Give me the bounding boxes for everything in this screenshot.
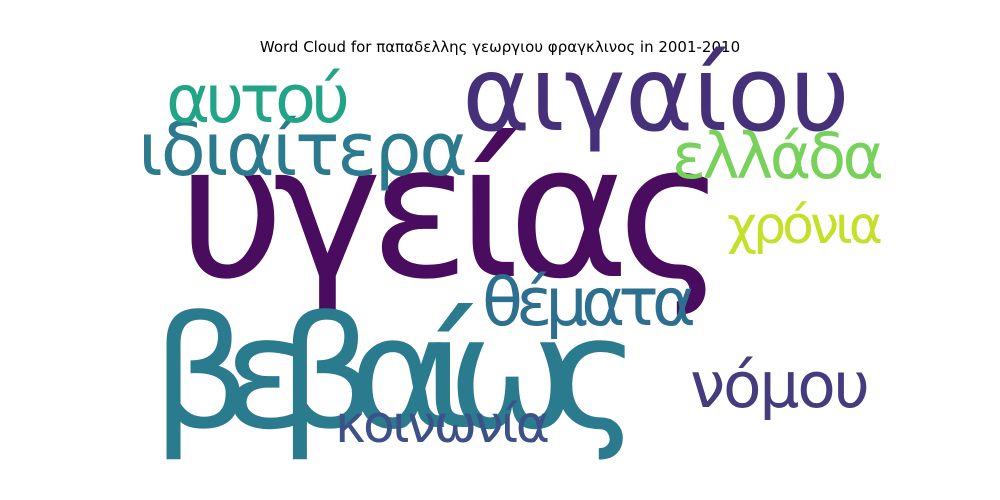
word-5: αυτού xyxy=(166,60,350,138)
word-9: χρόνια xyxy=(727,196,883,256)
word-6: θέματα xyxy=(482,263,696,341)
word-1: υγείας xyxy=(178,104,726,320)
word-4: ιδιαίτερα xyxy=(138,107,468,193)
word-2: βεβαίως xyxy=(152,283,640,464)
word-8: νόμου xyxy=(690,349,870,422)
word-10: κοινωνία xyxy=(335,395,550,455)
chart-title: Word Cloud for παπαδελλης γεωργιου φραγκ… xyxy=(259,38,741,56)
word-3: αιγαίου xyxy=(462,33,850,155)
word-7: ελλάδα xyxy=(672,120,884,193)
